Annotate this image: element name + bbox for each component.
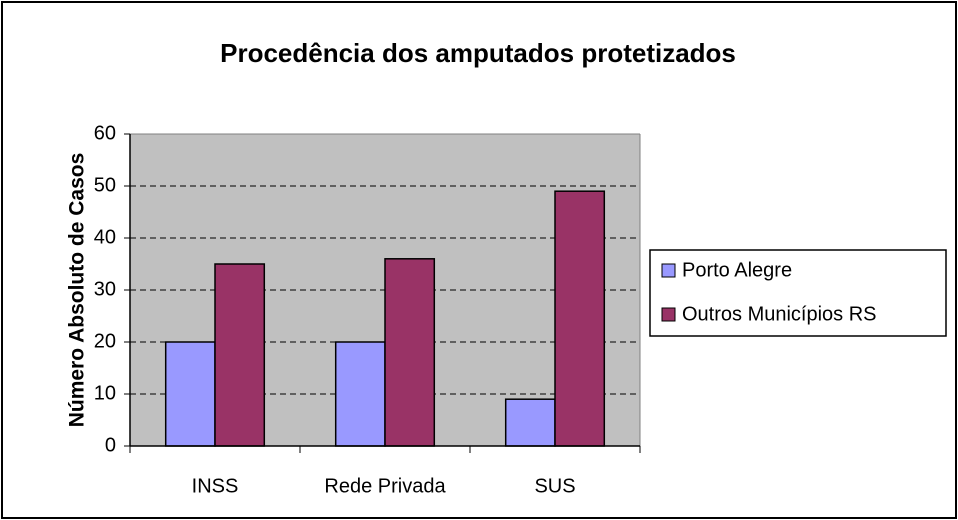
bar bbox=[334, 341, 386, 447]
bar bbox=[554, 190, 606, 447]
bar bbox=[384, 258, 436, 447]
legend-swatch bbox=[661, 307, 676, 322]
legend-box bbox=[649, 249, 947, 337]
y-tick-label: 0 bbox=[105, 434, 116, 456]
legend-label: Outros Municípios RS bbox=[682, 303, 877, 325]
bar bbox=[504, 398, 556, 447]
y-tick-label: 10 bbox=[94, 382, 116, 404]
bar bbox=[164, 341, 216, 447]
y-tick-label: 20 bbox=[94, 330, 116, 352]
chart-title: Procedência dos amputados protetizados bbox=[220, 38, 736, 68]
legend-swatch bbox=[661, 263, 676, 278]
y-tick-label: 50 bbox=[94, 174, 116, 196]
x-tick-label: Rede Privada bbox=[324, 475, 446, 497]
bar bbox=[214, 263, 266, 447]
y-tick-label: 40 bbox=[94, 226, 116, 248]
y-tick-label: 60 bbox=[94, 122, 116, 144]
x-tick-label: INSS bbox=[192, 475, 239, 497]
y-axis-label: Número Absoluto de Casos bbox=[66, 153, 89, 428]
x-tick-label: SUS bbox=[534, 475, 575, 497]
legend-label: Porto Alegre bbox=[682, 259, 792, 281]
y-tick-label: 30 bbox=[94, 278, 116, 300]
